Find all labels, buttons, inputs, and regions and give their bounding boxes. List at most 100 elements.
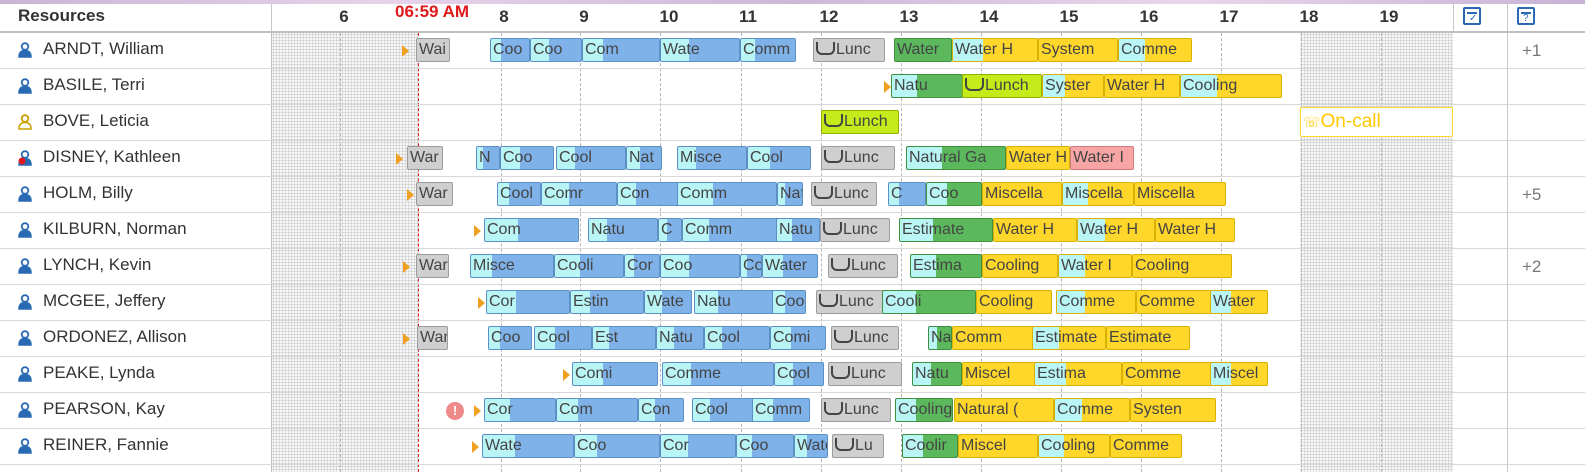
resource-row[interactable]: ARNDT, William Wai Coo Coo Com Wate Comm Lunc Wa…: [0, 33, 1585, 69]
activity-bar[interactable]: Comme: [1122, 362, 1218, 386]
activity-bar[interactable]: Natural (: [954, 398, 1054, 422]
activity-bar[interactable]: Comm: [677, 182, 777, 206]
activity-bar[interactable]: Comm: [740, 38, 796, 62]
activity-bar[interactable]: Lunc: [813, 38, 885, 62]
resource-name[interactable]: DISNEY, Kathleen: [43, 147, 181, 166]
activity-bar[interactable]: Lunc: [828, 254, 898, 278]
activity-bar[interactable]: Cool: [704, 326, 770, 350]
activity-bar[interactable]: Lunch: [962, 74, 1042, 98]
activity-bar[interactable]: Cool: [774, 362, 824, 386]
activity-bar[interactable]: Coo: [490, 38, 530, 62]
calendar-question-icon[interactable]: ?: [1517, 7, 1535, 25]
resource-name[interactable]: HOLM, Billy: [43, 183, 133, 202]
activity-bar[interactable]: Comme: [1056, 290, 1136, 314]
activity-bar[interactable]: Cor: [484, 398, 556, 422]
activity-bar[interactable]: Comme: [1054, 398, 1130, 422]
activity-bar[interactable]: Comi: [572, 362, 658, 386]
activity-bar[interactable]: C: [888, 182, 926, 206]
overflow-count[interactable]: +1: [1522, 41, 1542, 60]
resource-row[interactable]: PEARSON, Kay! Cor Com Con Cool Comm Lunc Coolin…: [0, 393, 1585, 429]
activity-bar[interactable]: Lunc: [816, 290, 884, 314]
resource-name[interactable]: PEARSON, Kay: [43, 399, 165, 418]
calendar-check-icon[interactable]: ✓: [1463, 7, 1481, 25]
activity-bar[interactable]: Coo: [926, 182, 982, 206]
activity-bar[interactable]: Water H: [1104, 74, 1180, 98]
activity-bar[interactable]: Cooli: [882, 290, 976, 314]
activity-bar[interactable]: Natu: [777, 182, 803, 206]
activity-bar[interactable]: Coo: [772, 290, 806, 314]
resource-name[interactable]: ORDONEZ, Allison: [43, 327, 187, 346]
activity-bar[interactable]: Water H: [1077, 218, 1155, 242]
resource-row[interactable]: BASILE, Terri Natu Lunch Syster Water H Cooli…: [0, 69, 1585, 105]
activity-bar[interactable]: Cooling: [895, 398, 953, 422]
activity-bar[interactable]: Cool: [747, 146, 811, 170]
activity-bar[interactable]: Natu: [694, 290, 784, 314]
alert-icon[interactable]: !: [446, 402, 464, 420]
activity-bar[interactable]: Miscella: [982, 182, 1062, 206]
activity-bar[interactable]: Comm: [682, 218, 786, 242]
activity-bar[interactable]: Miscel: [1210, 362, 1268, 386]
activity-bar[interactable]: Cor: [486, 290, 570, 314]
resources-column-title[interactable]: Resources: [18, 6, 105, 25]
resource-name[interactable]: MCGEE, Jeffery: [43, 291, 166, 310]
activity-bar[interactable]: Estima: [910, 254, 982, 278]
resource-row[interactable]: PEAKE, Lynda Comi Comme Cool Lunc Natu Miscel E…: [0, 357, 1585, 393]
resource-row[interactable]: BOVE, Leticia Lunch ☏On-call: [0, 105, 1585, 141]
activity-bar[interactable]: Wate: [794, 434, 828, 458]
activity-bar[interactable]: Coo: [530, 38, 582, 62]
activity-bar[interactable]: Cool: [556, 146, 626, 170]
activity-bar[interactable]: Lunch: [821, 110, 899, 134]
resource-row[interactable]: HOLM, Billy War Cool Comr Con Comm Natu Lunc C Co…: [0, 177, 1585, 213]
activity-bar[interactable]: Coo: [574, 434, 660, 458]
resource-name[interactable]: PEAKE, Lynda: [43, 363, 155, 382]
resource-name[interactable]: BOVE, Leticia: [43, 111, 149, 130]
activity-bar[interactable]: Wai: [416, 38, 450, 62]
activity-bar[interactable]: Comme: [662, 362, 774, 386]
activity-bar[interactable]: Natu: [891, 74, 963, 98]
activity-bar[interactable]: Cooling: [976, 290, 1052, 314]
activity-bar[interactable]: Natu: [912, 362, 962, 386]
activity-bar[interactable]: Water H: [1006, 146, 1070, 170]
activity-bar[interactable]: Cooling: [1038, 434, 1110, 458]
activity-bar[interactable]: Coo: [488, 326, 532, 350]
activity-bar[interactable]: Cooli: [554, 254, 624, 278]
activity-bar[interactable]: Water: [1210, 290, 1268, 314]
activity-bar[interactable]: Cooling: [982, 254, 1058, 278]
activity-bar[interactable]: Miscella: [1134, 182, 1226, 206]
activity-bar[interactable]: Estimate: [899, 218, 993, 242]
resource-name[interactable]: REINER, Fannie: [43, 435, 169, 454]
activity-bar[interactable]: Comme: [1118, 38, 1192, 62]
activity-bar[interactable]: Lunc: [828, 362, 902, 386]
activity-bar[interactable]: Misce: [677, 146, 747, 170]
activity-bar[interactable]: Water I: [1058, 254, 1132, 278]
activity-bar[interactable]: Lunc: [820, 218, 890, 242]
activity-bar[interactable]: War: [417, 326, 448, 350]
activity-bar[interactable]: N: [476, 146, 500, 170]
activity-bar[interactable]: Misce: [470, 254, 554, 278]
activity-bar[interactable]: Wate: [482, 434, 574, 458]
activity-bar[interactable]: Water: [762, 254, 818, 278]
resource-name[interactable]: BASILE, Terri: [43, 75, 145, 94]
resource-row[interactable]: DISNEY, Kathleen War N Coo Cool Nat Misce Cool L…: [0, 141, 1585, 177]
activity-bar[interactable]: Lunc: [811, 182, 877, 206]
activity-bar[interactable]: War: [416, 254, 449, 278]
activity-bar[interactable]: Com: [484, 218, 579, 242]
activity-bar[interactable]: War: [407, 146, 443, 170]
resource-name[interactable]: KILBURN, Norman: [43, 219, 187, 238]
activity-bar[interactable]: Water I: [1070, 146, 1134, 170]
activity-bar[interactable]: Lunc: [831, 326, 899, 350]
activity-bar[interactable]: Miscella: [1062, 182, 1134, 206]
activity-bar[interactable]: Coo: [660, 254, 740, 278]
activity-bar[interactable]: Cool: [497, 182, 541, 206]
resource-row[interactable]: ORDONEZ, Allison War Coo Cool Est Natu Cool Com…: [0, 321, 1585, 357]
activity-bar[interactable]: Natu: [656, 326, 704, 350]
activity-bar[interactable]: Comi: [770, 326, 826, 350]
activity-bar[interactable]: Cooling: [1180, 74, 1282, 98]
activity-bar[interactable]: Wate: [644, 290, 692, 314]
activity-bar[interactable]: Com: [582, 38, 660, 62]
activity-bar[interactable]: ☏On-call: [1300, 107, 1453, 137]
resource-row[interactable]: REINER, Fannie Wate Coo Cor Coo Wate Lu Coolir M…: [0, 429, 1585, 465]
activity-bar[interactable]: Natu: [588, 218, 658, 242]
activity-bar[interactable]: Natural Ga: [906, 146, 1006, 170]
activity-bar[interactable]: Lu: [832, 434, 884, 458]
